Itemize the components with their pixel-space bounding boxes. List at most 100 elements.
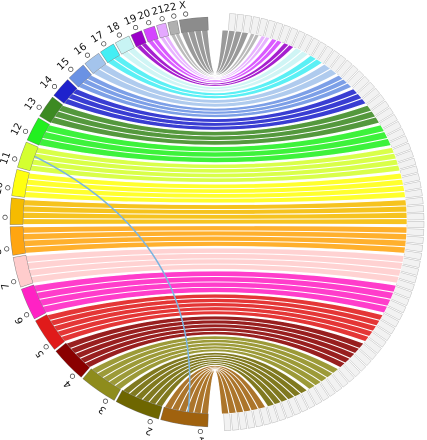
chromosome-label: 14	[38, 74, 55, 91]
chord	[22, 218, 408, 225]
chromosome-arc	[55, 342, 90, 378]
chord	[24, 241, 406, 254]
chromosome-arc	[115, 35, 135, 55]
ring-segment	[406, 221, 425, 229]
chromosome-label: 10	[0, 181, 6, 196]
ring-segment	[238, 411, 248, 430]
chord	[25, 185, 405, 199]
ring-segment	[406, 212, 425, 221]
ring-segment	[406, 228, 425, 237]
ring-segment	[406, 204, 425, 213]
chord	[91, 335, 339, 374]
chromosome-label: 1	[198, 434, 206, 440]
marker	[133, 25, 139, 31]
chord	[23, 235, 407, 247]
ring: 12345678910111213141516171819202122X	[0, 0, 209, 440]
marker	[84, 52, 90, 58]
marker	[183, 11, 189, 17]
marker	[24, 312, 30, 318]
marker	[11, 279, 17, 285]
chord	[122, 352, 308, 394]
chord	[35, 147, 395, 169]
ring-segment	[292, 30, 306, 50]
chord	[63, 98, 367, 131]
marker	[68, 66, 74, 72]
chord	[102, 342, 328, 383]
chord	[23, 230, 407, 241]
chord	[27, 253, 403, 270]
link-line	[34, 155, 191, 413]
chord	[135, 357, 295, 400]
marker	[51, 84, 58, 90]
chromosome-label: 12	[9, 121, 25, 137]
chromosome-arc	[21, 284, 47, 320]
ring-segment	[399, 165, 419, 177]
chord	[42, 287, 388, 314]
chord	[70, 319, 360, 354]
chromosome-arc	[39, 96, 64, 124]
chromosome-arc	[100, 43, 121, 64]
chord	[77, 82, 353, 118]
chord	[98, 63, 332, 104]
marker	[5, 185, 11, 191]
marker	[23, 128, 29, 134]
marker	[197, 428, 203, 435]
chord	[36, 276, 394, 300]
chord	[31, 158, 399, 178]
chromosome-label: 13	[23, 96, 39, 113]
chord	[84, 331, 346, 368]
marker	[171, 13, 177, 19]
chord	[33, 153, 397, 174]
chromosome-arc	[9, 226, 26, 256]
chord	[107, 58, 323, 99]
chords	[22, 29, 408, 415]
chord	[49, 298, 381, 327]
chromosome-label: 21	[151, 4, 166, 18]
chord	[60, 310, 370, 342]
chromosome-label: 8	[0, 248, 4, 255]
chromosome-arc	[11, 169, 30, 198]
chromosome-label: 20	[136, 8, 152, 23]
chord	[38, 138, 392, 163]
marker	[147, 419, 153, 425]
chord	[58, 105, 372, 137]
ring-segment	[235, 13, 245, 33]
chromosome-arc	[68, 64, 92, 88]
chord	[86, 74, 344, 112]
chord	[152, 38, 278, 82]
chromosome-label: 18	[106, 21, 122, 37]
marker	[146, 20, 152, 26]
chromosome-arc	[160, 406, 209, 428]
chromosome-arc	[167, 20, 180, 36]
chord	[121, 50, 309, 93]
marker	[116, 32, 122, 38]
chord	[96, 339, 334, 378]
ring-segment	[404, 189, 423, 199]
chord	[22, 205, 408, 215]
chord	[29, 164, 401, 183]
chord	[92, 68, 338, 108]
ring-segment	[405, 235, 424, 245]
chromosome-arc	[17, 141, 39, 172]
chord	[56, 306, 374, 337]
chromosome-label: 6	[14, 315, 27, 325]
chromosome-arc	[130, 30, 147, 48]
chromosome-label: 19	[123, 13, 139, 28]
chromosome-label: 11	[0, 150, 13, 166]
chromosome-arc	[115, 389, 163, 420]
chromosome-label: 22	[163, 1, 178, 14]
marker	[36, 104, 42, 110]
chord	[22, 225, 408, 234]
chord	[24, 191, 406, 204]
ring-segment	[404, 243, 423, 253]
ring-segment	[228, 13, 237, 32]
chromosome-arc	[35, 314, 65, 350]
marker	[2, 214, 8, 220]
marker	[102, 398, 109, 404]
chromosome-label: 4	[62, 378, 74, 390]
chromosome-label: 7	[0, 282, 12, 291]
chromosome-label: X	[179, 0, 187, 12]
marker	[101, 41, 107, 47]
chromosome-arc	[53, 79, 78, 104]
chord	[141, 359, 289, 403]
